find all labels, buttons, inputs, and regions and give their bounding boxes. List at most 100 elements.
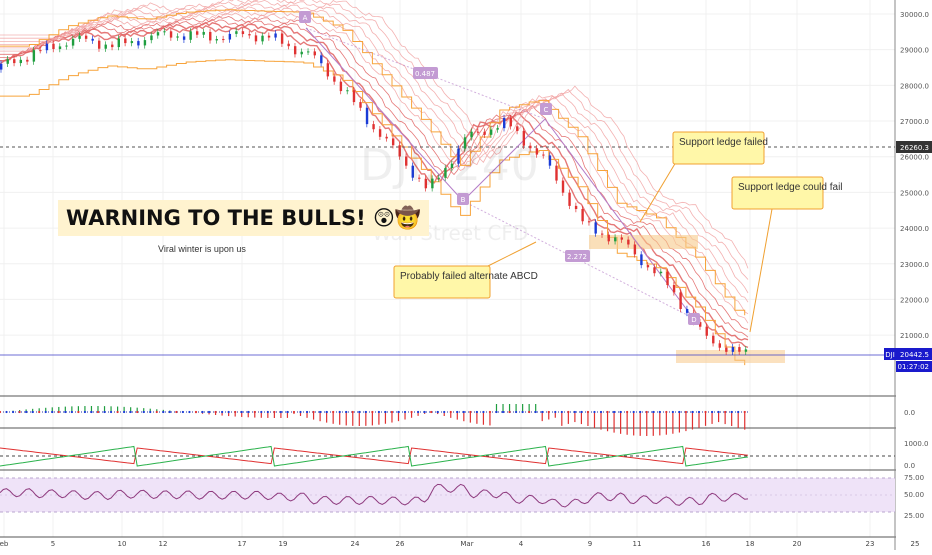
osc-dot bbox=[547, 410, 550, 414]
time-label-8: Mar bbox=[460, 540, 473, 548]
time-label-5: 19 bbox=[279, 540, 288, 548]
osc-dot bbox=[665, 410, 668, 414]
candle-body bbox=[91, 38, 94, 41]
candle-body bbox=[418, 177, 421, 179]
candle-body bbox=[45, 43, 49, 51]
trend-red-line bbox=[0, 447, 749, 465]
osc-dot bbox=[645, 410, 648, 414]
candle-body bbox=[97, 40, 101, 49]
headline-subtext: Viral winter is upon us bbox=[158, 244, 246, 254]
osc-dot bbox=[319, 410, 322, 414]
price-axis: 30000.0 29000.0 28000.0 27000.0 26000.0 25000… bbox=[900, 11, 929, 340]
osc-dot bbox=[710, 410, 714, 414]
ratio-tag-1: 0.487 bbox=[413, 67, 438, 79]
candle-body bbox=[705, 326, 708, 336]
osc-dot bbox=[586, 410, 590, 414]
candle-body bbox=[235, 31, 238, 34]
candle-body bbox=[712, 335, 715, 344]
callout-abcd: Probably failed alternate ABCD bbox=[393, 241, 538, 299]
dashed-level-tag: 26260.3 bbox=[896, 141, 932, 153]
ma-line-3 bbox=[0, 15, 749, 330]
time-label-4: 17 bbox=[238, 540, 247, 548]
candle-body bbox=[685, 309, 689, 313]
osc-dot bbox=[580, 410, 583, 414]
trend-axis-0: 0.0 bbox=[904, 462, 915, 470]
osc-dot bbox=[469, 410, 472, 414]
candle-body bbox=[117, 38, 120, 48]
price-tick-1: 29000.0 bbox=[900, 47, 929, 55]
osc-dot bbox=[730, 410, 733, 414]
svg-text:B: B bbox=[461, 196, 466, 204]
osc-dot bbox=[351, 410, 354, 414]
osc-dot bbox=[358, 410, 361, 414]
osc-dot bbox=[573, 410, 576, 414]
osc-dot bbox=[345, 410, 348, 414]
callout-ledge-could-fail: Support ledge could fail bbox=[731, 176, 843, 333]
candle-body bbox=[274, 33, 277, 38]
svg-text:2.272: 2.272 bbox=[567, 253, 587, 261]
callout-ledge-failed: Support ledge failed bbox=[639, 131, 768, 223]
osc-dot bbox=[619, 410, 622, 414]
osc-dot bbox=[175, 410, 178, 414]
candle-body bbox=[646, 265, 650, 268]
time-label-2: 10 bbox=[118, 540, 127, 548]
osc-dot bbox=[462, 410, 465, 414]
svg-text:Probably failed alternate ABCD: Probably failed alternate ABCD bbox=[400, 271, 538, 282]
osc-dot bbox=[560, 410, 563, 414]
time-label-6: 24 bbox=[351, 540, 360, 548]
osc-dot bbox=[626, 410, 629, 414]
candle-body bbox=[431, 178, 434, 189]
osc-dot bbox=[162, 410, 165, 414]
osc-dot bbox=[639, 410, 642, 414]
svg-text:A: A bbox=[303, 14, 308, 22]
candle-body bbox=[26, 59, 29, 62]
candle-body bbox=[718, 343, 722, 348]
candle-body bbox=[659, 271, 663, 274]
candle-body bbox=[215, 39, 218, 41]
candle-body bbox=[516, 126, 519, 131]
ma-line-8 bbox=[0, 0, 749, 280]
time-axis: eb 5 10 12 17 19 24 26 Mar 4 9 11 16 18 20 23 25 bbox=[0, 540, 919, 548]
osc-dot bbox=[737, 410, 740, 414]
trend-green-line bbox=[0, 445, 749, 467]
candle-body bbox=[476, 131, 480, 133]
osc-dot bbox=[521, 410, 524, 414]
support-ledge-failed-box bbox=[589, 235, 698, 249]
osc-dot bbox=[64, 410, 67, 414]
candle-body bbox=[463, 137, 467, 149]
svg-text:Support ledge could fail: Support ledge could fail bbox=[738, 182, 843, 193]
candle-body bbox=[300, 51, 303, 55]
candle-body bbox=[424, 178, 428, 189]
osc-dot bbox=[221, 410, 224, 414]
osc-dot bbox=[207, 410, 211, 414]
candle-body bbox=[607, 234, 610, 242]
osc-dot bbox=[136, 410, 139, 414]
rsi-series bbox=[0, 483, 749, 508]
candle-body bbox=[594, 222, 597, 234]
point-d-tag: D bbox=[688, 313, 700, 325]
osc-dot bbox=[109, 410, 113, 414]
ma-line-2 bbox=[0, 18, 749, 338]
candle-body bbox=[209, 31, 212, 41]
candle-body bbox=[483, 131, 486, 135]
rsi-axis-25: 25.00 bbox=[904, 512, 924, 520]
osc-dot bbox=[116, 410, 119, 414]
candle-body bbox=[163, 31, 166, 33]
ma-line-1 bbox=[0, 21, 749, 341]
candle-body bbox=[378, 129, 382, 137]
candle-body bbox=[666, 271, 669, 286]
price-tick-7: 23000.0 bbox=[900, 261, 929, 269]
candle-body bbox=[496, 128, 499, 130]
rsi-axis-75: 75.00 bbox=[904, 474, 924, 482]
rsi-axis-50: 50.00 bbox=[904, 491, 924, 499]
osc-dot bbox=[541, 410, 544, 414]
osc-dot bbox=[443, 410, 446, 414]
candle-body bbox=[529, 145, 532, 149]
osc-dot bbox=[25, 410, 28, 414]
osc-dot bbox=[214, 410, 217, 414]
candle-body bbox=[411, 165, 414, 178]
time-label-10: 9 bbox=[588, 540, 592, 548]
candle-body bbox=[39, 50, 42, 52]
osc-dot bbox=[684, 410, 688, 414]
